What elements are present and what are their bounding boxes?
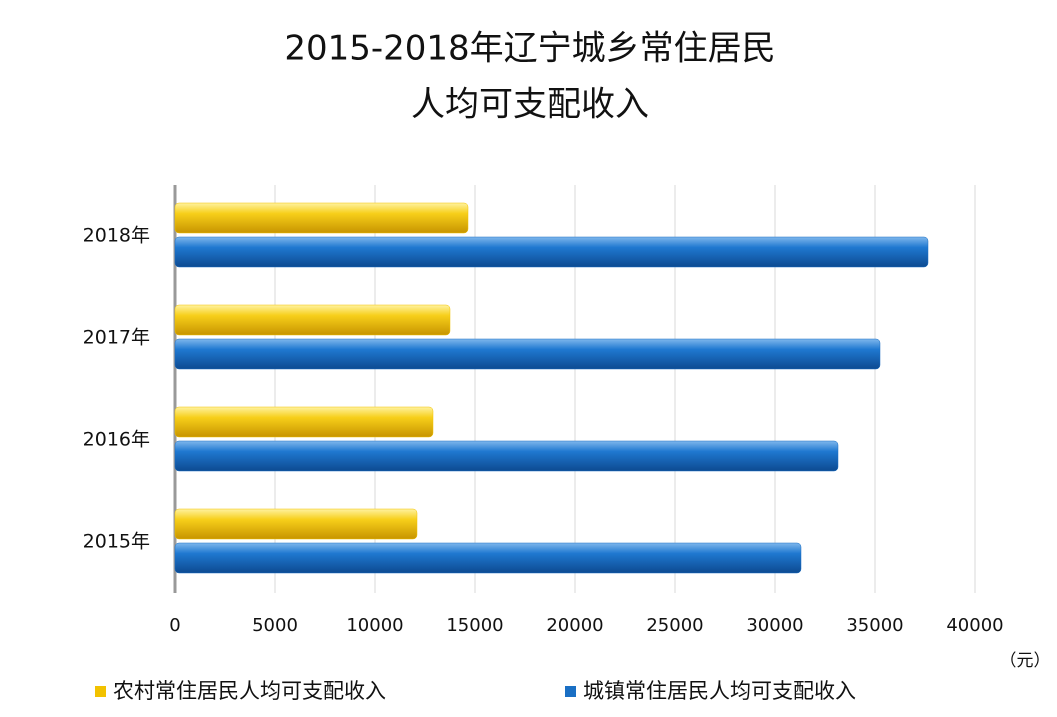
bar [174,440,839,472]
y-tick-label: 2018年 [83,225,150,247]
bar [174,542,802,574]
legend-label: 城镇常住居民人均可支配收入 [583,679,856,703]
x-tick-label: 35000 [846,615,903,636]
x-tick-label: 10000 [346,615,403,636]
x-tick-label: 0 [169,615,180,636]
legend-swatch [95,686,106,697]
bar [174,508,418,540]
chart-title: 人均可支配收入 [411,85,649,125]
bar [174,304,451,336]
legend-swatch [565,686,576,697]
x-tick-label: 5000 [252,615,298,636]
x-tick-label: 30000 [746,615,803,636]
x-tick-label: 25000 [646,615,703,636]
x-unit: （元） [1000,651,1051,671]
bar [174,236,929,268]
x-tick-label: 40000 [946,615,1003,636]
y-tick-label: 2015年 [83,531,150,553]
legend-label: 农村常住居民人均可支配收入 [113,679,386,703]
bar [174,406,434,438]
y-tick-label: 2016年 [83,429,150,451]
x-tick-label: 15000 [446,615,503,636]
x-tick-label: 20000 [546,615,603,636]
bar [174,338,881,370]
y-tick-label: 2017年 [83,327,150,349]
bar [174,202,469,234]
chart-title: 2015-2018年辽宁城乡常住居民 [284,29,775,69]
